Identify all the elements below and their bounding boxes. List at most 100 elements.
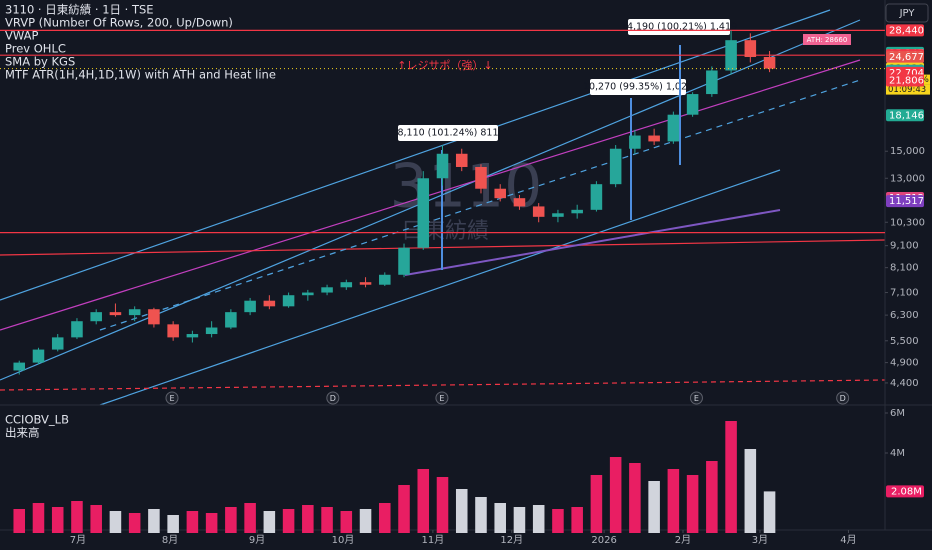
candle-body — [13, 362, 26, 371]
x-tick-label: 2026 — [591, 535, 616, 546]
volume-bar — [71, 501, 83, 533]
candle-body — [686, 94, 699, 115]
x-tick-label: 9月 — [249, 534, 265, 546]
volume-bar — [532, 505, 545, 533]
candle-body — [244, 300, 256, 313]
volume-bar — [475, 497, 487, 533]
volume-bar — [552, 509, 564, 533]
event-marker — [435, 391, 449, 405]
event-label: D — [330, 394, 336, 403]
volume-bar — [225, 507, 237, 533]
annotation-text: 8,110 (101.24%) 811 — [397, 128, 498, 139]
ma-line — [404, 209, 781, 276]
y-tick-label: 10,300 — [890, 217, 925, 228]
x-tick-label: 7月 — [70, 534, 86, 546]
candle-body — [744, 40, 757, 58]
price-tag — [886, 485, 924, 498]
candle-body — [225, 312, 237, 328]
candle-body — [725, 40, 737, 71]
y-tick-label: 6,300 — [890, 310, 919, 321]
y-tick-label: 4,900 — [890, 358, 919, 369]
candle-body — [552, 213, 564, 217]
indicator-label: SMA by KGS — [5, 55, 75, 69]
price-tag-label: 2.08M — [891, 486, 922, 497]
annotation-text: 10,270 (99.35%) 1,027 — [583, 82, 693, 93]
y-tick-label: 4,400 — [890, 378, 919, 389]
volume-bar — [667, 469, 680, 533]
candle-body — [379, 274, 391, 285]
y-tick-label: 13,000 — [890, 173, 925, 184]
candle-body — [340, 282, 353, 288]
volume-bar — [186, 511, 199, 533]
volume-bar — [455, 489, 468, 533]
ath-box — [803, 34, 851, 45]
candle-body — [475, 166, 487, 189]
annotation-box — [628, 19, 730, 35]
price-tag-label: 11,517 — [889, 196, 924, 207]
volume-bar — [282, 509, 295, 533]
volume-bar — [379, 503, 391, 533]
candle-body — [148, 309, 160, 325]
x-tick-label: 4月 — [840, 534, 856, 546]
annotation-box — [398, 125, 498, 141]
x-tick-label: 12月 — [500, 534, 523, 546]
indicator-label: VRVP (Number Of Rows, 200, Up/Down) — [5, 16, 233, 30]
candle-body — [513, 198, 526, 207]
price-tag-label: 21,806 — [889, 76, 924, 87]
candle-body — [90, 312, 102, 322]
volume-bar — [417, 469, 430, 533]
volume-bar — [398, 485, 410, 533]
candle-body — [109, 312, 122, 316]
volume-bar — [321, 507, 333, 533]
volume-bar — [436, 477, 449, 533]
last-price-info: 01:09:43 — [888, 85, 926, 95]
volume-bar — [13, 509, 26, 533]
volume-bar — [109, 511, 122, 533]
event-marker — [326, 391, 340, 405]
volume-bar — [494, 503, 506, 533]
candle-body — [532, 206, 545, 217]
candle-body — [205, 327, 218, 335]
dashed-line — [0, 379, 886, 391]
candle-body — [417, 178, 430, 248]
indicator-label: MTF ATR(1H,4H,1D,1W) with ATH and Heat l… — [5, 68, 276, 82]
volume-bar — [648, 481, 660, 533]
annotation-text: 14,190 (100.21%) 1,419 — [621, 22, 737, 33]
candle-body — [359, 282, 372, 285]
candle-body — [706, 70, 718, 95]
price-tag — [886, 195, 924, 208]
candle-body — [609, 148, 622, 185]
dashed-channel — [99, 79, 861, 331]
candle-body — [71, 321, 83, 338]
event-marker — [836, 391, 850, 405]
volume-bar — [128, 513, 141, 533]
y-tick-label: 7,100 — [890, 288, 919, 299]
currency: JPY — [899, 8, 916, 19]
volume-bar — [167, 515, 179, 533]
volume-bar — [263, 511, 276, 533]
currency-button[interactable] — [885, 3, 929, 23]
volume-bar — [244, 503, 256, 533]
price-tag — [886, 109, 924, 122]
x-tick-label: 2月 — [675, 534, 691, 546]
channel-line — [0, 9, 831, 301]
volume-bar — [686, 475, 699, 533]
candle-body — [128, 309, 141, 316]
volume-bar — [32, 503, 45, 533]
x-tick-label: 11月 — [422, 534, 445, 546]
volume-bar — [340, 511, 353, 533]
y-tick-label: 6M — [890, 408, 905, 419]
candle-body — [321, 287, 333, 293]
volume-bar — [763, 491, 776, 533]
candle-body — [571, 209, 583, 214]
event-marker — [689, 391, 703, 405]
volume-bar — [302, 505, 314, 533]
volume-bar — [706, 461, 718, 533]
volume-bar — [725, 421, 737, 533]
symbol-title: 3110 · 日東紡績 · 1日 · TSE — [5, 3, 154, 17]
candle-body — [302, 292, 314, 296]
candle-body — [51, 337, 64, 350]
candle-body — [167, 324, 179, 338]
